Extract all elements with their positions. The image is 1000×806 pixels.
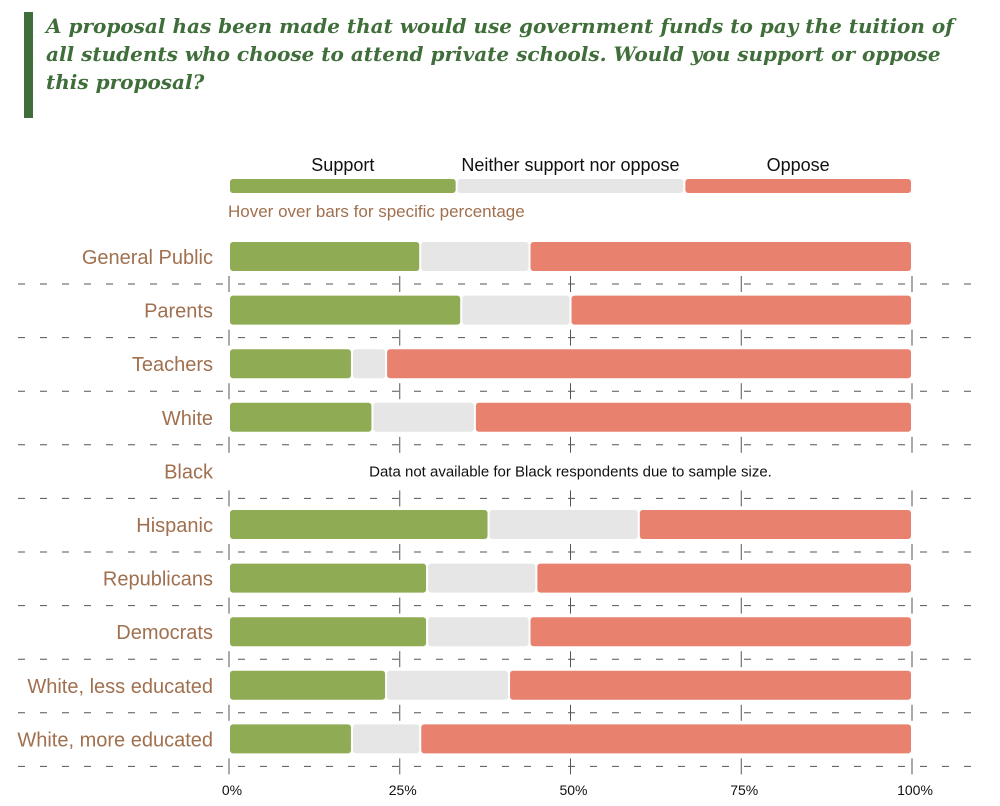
bar-segment[interactable]: Oppose: 64% xyxy=(475,402,911,432)
bar-segment[interactable]: Neither support nor oppose: 22% xyxy=(489,510,638,539)
hover-hint: Hover over bars for specific percentage xyxy=(228,202,525,221)
bar-rows: General PublicSupport: 28%Neither suppor… xyxy=(17,242,912,754)
bar-segment[interactable]: Support: 28% xyxy=(230,242,420,271)
bar-segment[interactable]: Neither support nor oppose: 16% xyxy=(428,563,536,593)
bar-segment[interactable]: Oppose: 56% xyxy=(530,617,911,647)
bar-segment[interactable]: Neither support nor oppose: 10% xyxy=(352,724,420,754)
bar-segment[interactable]: Support: 21% xyxy=(230,402,372,432)
x-tick-label: 50% xyxy=(559,782,587,798)
bar-segment[interactable]: Oppose: 77% xyxy=(387,349,912,379)
category-label: White xyxy=(162,408,213,430)
no-data-note: Data not available for Black respondents… xyxy=(369,463,772,480)
category-label: Black xyxy=(164,461,214,483)
bar-segment[interactable]: Support: 29% xyxy=(230,563,427,593)
accent-bar xyxy=(24,12,33,118)
bar-segment[interactable]: Oppose: 50% xyxy=(571,295,912,325)
legend-label-1: Neither support nor oppose xyxy=(461,155,679,175)
bar-segment[interactable]: Neither support nor oppose: 15% xyxy=(428,617,529,647)
x-tick-label: 75% xyxy=(730,782,758,798)
bar-segment[interactable]: Oppose: 59% xyxy=(510,670,911,700)
bar-segment[interactable]: Neither support nor oppose: 16% xyxy=(421,242,529,271)
bar-segment[interactable]: Support: 34% xyxy=(230,295,461,325)
bar-segment[interactable]: Support: 29% xyxy=(230,617,427,647)
legend-swatch-2 xyxy=(685,179,911,193)
question-title: A proposal has been made that would use … xyxy=(46,14,954,94)
bar-segment[interactable]: Support: 18% xyxy=(230,724,351,754)
category-label: Republicans xyxy=(103,569,213,591)
bar-segment[interactable]: Neither support nor oppose: 15% xyxy=(373,402,474,432)
category-label: Parents xyxy=(144,301,213,323)
legend-label-0: Support xyxy=(311,155,374,175)
bar-segment[interactable]: Oppose: 72% xyxy=(421,724,911,754)
legend: Support Neither support nor oppose Oppose xyxy=(230,155,911,193)
x-tick-label: 100% xyxy=(897,782,933,798)
grid-lines xyxy=(18,276,985,775)
category-label: Teachers xyxy=(132,354,213,376)
category-label: Democrats xyxy=(116,622,213,644)
legend-label-2: Oppose xyxy=(767,155,830,175)
x-tick-label: 0% xyxy=(222,782,242,798)
bar-segment[interactable]: Oppose: 40% xyxy=(639,510,911,539)
bar-segment[interactable]: Oppose: 56% xyxy=(530,242,911,271)
bar-segment[interactable]: Support: 18% xyxy=(230,349,351,379)
x-tick-label: 25% xyxy=(389,782,417,798)
bar-segment[interactable]: Oppose: 55% xyxy=(537,563,911,593)
category-label: General Public xyxy=(82,247,213,269)
bar-segment[interactable]: Support: 23% xyxy=(230,670,386,700)
legend-swatch-0 xyxy=(230,179,456,193)
bar-segment[interactable]: Neither support nor oppose: 5% xyxy=(352,349,386,379)
category-label: White, more educated xyxy=(17,729,213,751)
bar-segment[interactable]: Neither support nor oppose: 16% xyxy=(462,295,570,325)
x-axis: 0% 25% 50% 75% 100% xyxy=(222,782,933,798)
bar-segment[interactable]: Support: 38% xyxy=(230,510,488,539)
bar-segment[interactable]: Neither support nor oppose: 18% xyxy=(387,670,509,700)
category-label: Hispanic xyxy=(136,515,213,537)
category-label: White, less educated xyxy=(27,676,213,698)
legend-swatch-1 xyxy=(457,179,684,193)
